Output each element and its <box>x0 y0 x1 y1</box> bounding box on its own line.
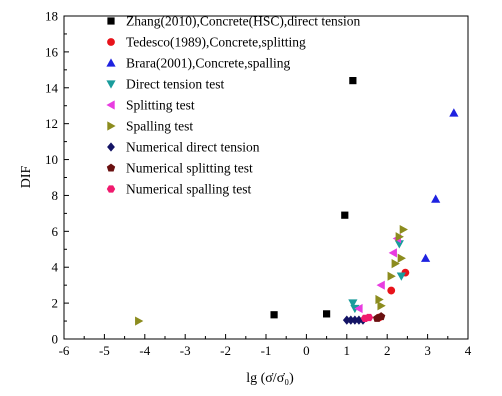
plot-frame <box>63 15 469 340</box>
data-point <box>350 304 360 314</box>
legend-label: Brara(2001),Concrete,spalling <box>126 56 290 71</box>
legend-label: Spalling test <box>126 119 193 134</box>
legend-item: Spalling test <box>107 119 193 134</box>
x-tick-label: 1 <box>344 343 351 358</box>
data-point <box>346 315 355 325</box>
x-tick-label: -4 <box>139 343 150 358</box>
legend-marker <box>107 142 115 152</box>
legend-marker <box>106 80 116 89</box>
series-9 <box>360 313 374 323</box>
legend-marker <box>107 121 116 131</box>
data-point <box>348 299 358 308</box>
data-point <box>355 315 363 325</box>
data-point <box>449 108 459 117</box>
x-tick-label: -6 <box>59 343 70 358</box>
data-point <box>391 259 400 269</box>
data-point <box>399 224 408 235</box>
y-tick-label: 4 <box>52 260 59 275</box>
y-axis-title: DIF <box>19 166 34 189</box>
data-point <box>420 253 431 262</box>
y-tick-label: 18 <box>45 9 58 24</box>
data-point <box>376 280 385 290</box>
legend-item: Direct tension test <box>106 77 224 92</box>
y-tick-label: 10 <box>45 152 58 167</box>
legend-item: Numerical direct tension <box>107 140 260 155</box>
legend-item: Splitting test <box>106 98 195 113</box>
x-tick-label: -3 <box>180 343 191 358</box>
series-8 <box>372 312 386 322</box>
data-point <box>341 211 349 219</box>
legend-marker <box>106 58 116 67</box>
legend-item: Numerical splitting test <box>106 161 253 176</box>
y-tick-label: 6 <box>52 224 59 239</box>
x-tick-label: -1 <box>261 343 272 358</box>
data-point <box>388 248 397 258</box>
series-6 <box>135 224 408 326</box>
y-tick-label: 14 <box>45 80 59 95</box>
data-point <box>397 253 406 263</box>
legend-label: Direct tension test <box>126 77 224 92</box>
legend-marker <box>106 163 116 172</box>
y-tick-label: 16 <box>45 44 59 59</box>
legend-label: Numerical splitting test <box>126 161 253 176</box>
series-4 <box>348 240 406 314</box>
legend-label: Splitting test <box>126 98 195 113</box>
x-tick-label: -2 <box>220 343 231 358</box>
series-3 <box>420 108 459 262</box>
data-point <box>354 303 363 314</box>
data-point <box>394 240 404 249</box>
y-tick-label: 8 <box>52 188 59 203</box>
x-tick-label: 2 <box>384 343 391 358</box>
data-point <box>342 315 351 325</box>
data-point <box>377 301 386 311</box>
legend: Zhang(2010),Concrete(HSC),direct tension… <box>106 14 361 197</box>
x-axis-title: lg (σ̇/σ̇₀) <box>246 371 294 386</box>
legend-marker <box>107 38 115 46</box>
y-tick-label: 0 <box>52 332 59 347</box>
y-tick-label: 12 <box>45 116 58 131</box>
legend-item: Zhang(2010),Concrete(HSC),direct tension <box>107 14 361 29</box>
x-tick-label: 0 <box>303 343 310 358</box>
data-point <box>387 271 396 281</box>
legend-item: Numerical spalling test <box>106 182 251 197</box>
x-tick-label: 4 <box>465 343 472 358</box>
data-point <box>364 313 374 322</box>
legend-marker <box>107 17 115 25</box>
data-point <box>395 232 404 242</box>
data-point <box>270 311 278 319</box>
legend-label: Numerical spalling test <box>126 182 251 197</box>
legend-label: Zhang(2010),Concrete(HSC),direct tension <box>126 14 361 29</box>
legend-marker <box>106 100 115 110</box>
plot-layer <box>135 77 459 326</box>
x-tick-label: -5 <box>99 343 110 358</box>
data-point <box>349 77 357 85</box>
data-point <box>350 315 359 325</box>
data-point <box>387 286 396 295</box>
legend-label: Numerical direct tension <box>126 140 260 155</box>
data-point <box>376 312 386 321</box>
legend-marker <box>106 185 116 193</box>
data-point <box>396 272 406 281</box>
legend-item: Tedesco(1989),Concrete,splitting <box>107 35 306 50</box>
legend-label: Tedesco(1989),Concrete,splitting <box>126 35 306 50</box>
data-point <box>323 310 331 318</box>
legend-item: Brara(2001),Concrete,spalling <box>106 56 290 71</box>
data-point <box>431 194 441 203</box>
series-1 <box>270 77 357 319</box>
x-tick-label: 3 <box>424 343 431 358</box>
data-point <box>135 316 144 326</box>
y-tick-label: 2 <box>52 296 59 311</box>
